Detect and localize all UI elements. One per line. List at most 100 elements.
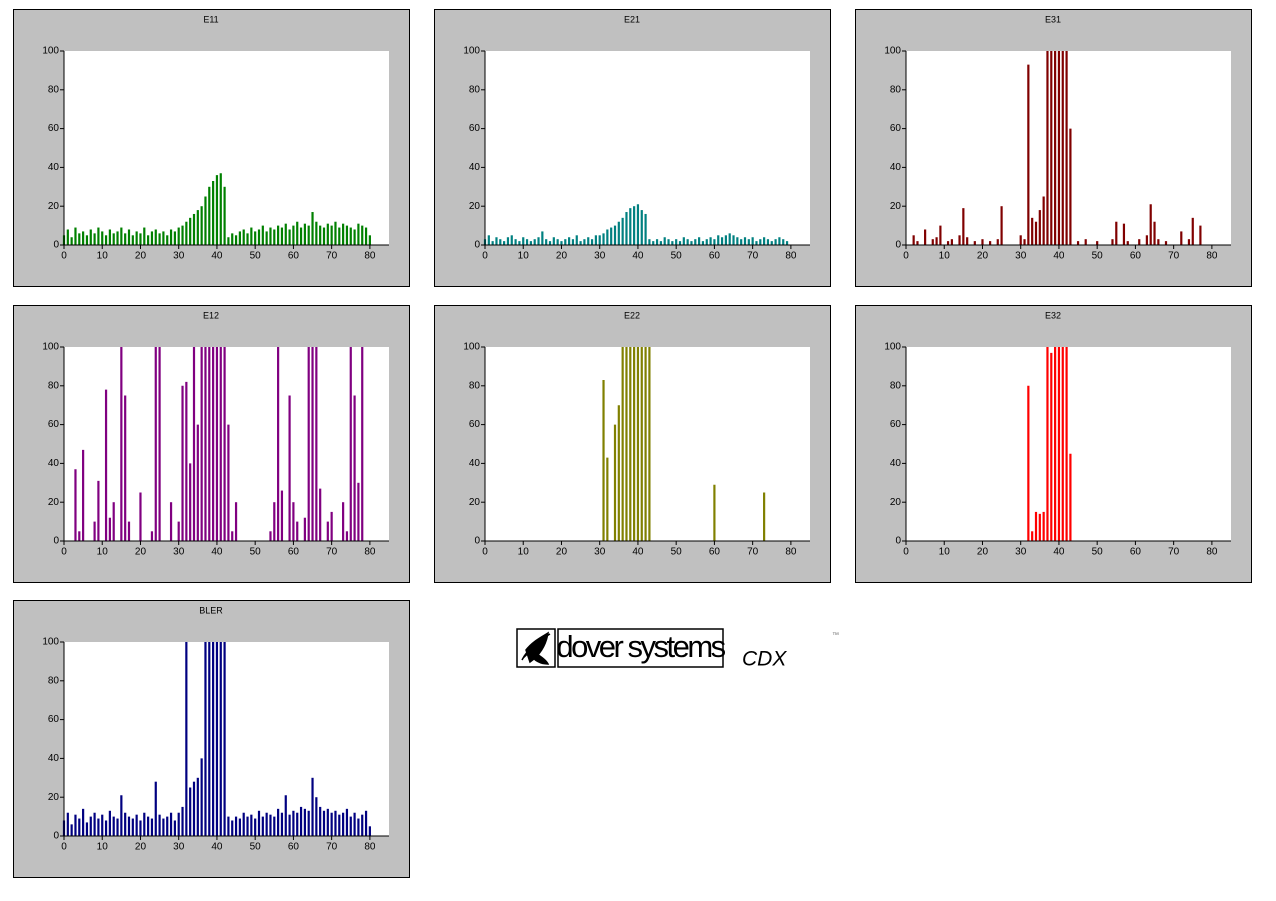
y-tick-label: 60 xyxy=(48,123,60,134)
y-tick-label: 60 xyxy=(469,123,481,134)
x-tick-label: 70 xyxy=(326,251,338,262)
y-tick-label: 100 xyxy=(42,637,59,648)
y-tick-label: 80 xyxy=(890,380,902,391)
plot-area xyxy=(906,347,1231,541)
logo-brand: dover systems xyxy=(556,629,725,664)
y-tick-label: 100 xyxy=(884,342,901,353)
y-tick-label: 100 xyxy=(463,46,480,57)
y-tick-label: 100 xyxy=(884,46,901,57)
chart-title: E11 xyxy=(203,14,218,24)
chart-panel: E22 0 20 40 60 80 100 0 10 20 30 40 50 60 70 80 xyxy=(434,305,831,583)
x-tick-label: 70 xyxy=(1168,547,1180,558)
x-tick-label: 60 xyxy=(1130,251,1142,262)
x-tick-label: 60 xyxy=(709,251,721,262)
x-tick-label: 80 xyxy=(364,251,376,262)
chart-title: E31 xyxy=(1045,14,1061,24)
x-tick-label: 20 xyxy=(977,547,989,558)
y-tick-label: 20 xyxy=(48,497,60,508)
plot-area xyxy=(485,347,810,541)
x-tick-label: 40 xyxy=(211,251,223,262)
chart-panel: E31 0 20 40 60 80 100 0 10 20 30 40 50 60 70 80 xyxy=(855,9,1252,287)
x-tick-label: 60 xyxy=(709,547,721,558)
chart-title: E22 xyxy=(624,310,640,320)
x-tick-label: 20 xyxy=(135,547,147,558)
x-tick-label: 0 xyxy=(482,251,488,262)
chart-title: E21 xyxy=(624,14,640,24)
plot-area xyxy=(64,51,389,245)
y-tick-label: 0 xyxy=(895,536,901,547)
chart-title: BLER xyxy=(199,605,223,615)
y-tick-label: 20 xyxy=(890,497,902,508)
logo-trademark: ™ xyxy=(832,632,839,639)
x-tick-label: 20 xyxy=(556,251,568,262)
x-tick-label: 30 xyxy=(594,251,606,262)
y-tick-label: 40 xyxy=(469,458,481,469)
y-tick-label: 40 xyxy=(48,458,60,469)
x-tick-label: 10 xyxy=(97,547,109,558)
x-tick-label: 30 xyxy=(173,547,185,558)
x-tick-label: 80 xyxy=(364,842,376,853)
y-tick-label: 80 xyxy=(48,84,60,95)
x-tick-label: 10 xyxy=(939,547,951,558)
y-tick-label: 0 xyxy=(895,240,901,251)
y-tick-label: 80 xyxy=(469,84,481,95)
chart-panel: E12 0 20 40 60 80 100 0 10 20 30 40 50 60 70 80 xyxy=(13,305,410,583)
chart-panel: BLER 0 20 40 60 80 100 0 10 20 30 40 50 60 70 80 xyxy=(13,600,410,878)
x-tick-label: 50 xyxy=(250,842,262,853)
x-tick-label: 20 xyxy=(135,842,147,853)
x-tick-label: 80 xyxy=(1206,251,1218,262)
x-tick-label: 70 xyxy=(326,547,338,558)
y-tick-label: 40 xyxy=(48,162,60,173)
y-tick-label: 60 xyxy=(48,714,60,725)
logo-leaf xyxy=(521,631,551,665)
x-tick-label: 80 xyxy=(785,547,797,558)
logo-brand-box xyxy=(557,628,724,668)
x-tick-label: 0 xyxy=(61,547,67,558)
x-tick-label: 60 xyxy=(288,547,300,558)
plot-area xyxy=(485,51,810,245)
x-tick-label: 10 xyxy=(518,251,530,262)
y-tick-label: 40 xyxy=(469,162,481,173)
x-tick-label: 0 xyxy=(903,251,909,262)
chart-panel: E32 0 20 40 60 80 100 0 10 20 30 40 50 60 70 80 xyxy=(855,305,1252,583)
y-tick-label: 100 xyxy=(42,46,59,57)
y-tick-label: 20 xyxy=(469,497,481,508)
y-tick-label: 0 xyxy=(53,536,59,547)
chart-title: E32 xyxy=(1045,310,1061,320)
x-tick-label: 70 xyxy=(747,251,759,262)
x-tick-label: 60 xyxy=(288,251,300,262)
x-tick-label: 30 xyxy=(173,842,185,853)
y-tick-label: 80 xyxy=(890,84,902,95)
x-tick-label: 20 xyxy=(135,251,147,262)
y-tick-label: 20 xyxy=(890,201,902,212)
x-tick-label: 30 xyxy=(173,251,185,262)
y-tick-label: 60 xyxy=(469,419,481,430)
x-tick-label: 40 xyxy=(211,547,223,558)
x-tick-label: 70 xyxy=(1168,251,1180,262)
y-tick-label: 60 xyxy=(890,123,902,134)
y-tick-label: 80 xyxy=(48,675,60,686)
x-tick-label: 40 xyxy=(632,547,644,558)
x-tick-label: 10 xyxy=(97,251,109,262)
x-tick-label: 50 xyxy=(1092,251,1104,262)
x-tick-label: 10 xyxy=(97,842,109,853)
y-tick-label: 0 xyxy=(474,240,480,251)
x-tick-label: 50 xyxy=(250,251,262,262)
x-tick-label: 50 xyxy=(671,251,683,262)
plot-area xyxy=(906,51,1231,245)
plot-area xyxy=(64,347,389,541)
x-tick-label: 20 xyxy=(556,547,568,558)
x-tick-label: 40 xyxy=(632,251,644,262)
y-tick-label: 20 xyxy=(48,792,60,803)
y-tick-label: 80 xyxy=(48,380,60,391)
y-tick-label: 60 xyxy=(48,419,60,430)
x-tick-label: 50 xyxy=(250,547,262,558)
logo-product: CDX xyxy=(742,648,787,671)
y-tick-label: 100 xyxy=(42,342,59,353)
plot-area xyxy=(64,642,389,836)
x-tick-label: 20 xyxy=(977,251,989,262)
y-tick-label: 40 xyxy=(48,753,60,764)
chart-panel: E11 0 20 40 60 80 100 0 10 20 30 40 50 60 70 80 xyxy=(13,9,410,287)
y-tick-label: 0 xyxy=(474,536,480,547)
